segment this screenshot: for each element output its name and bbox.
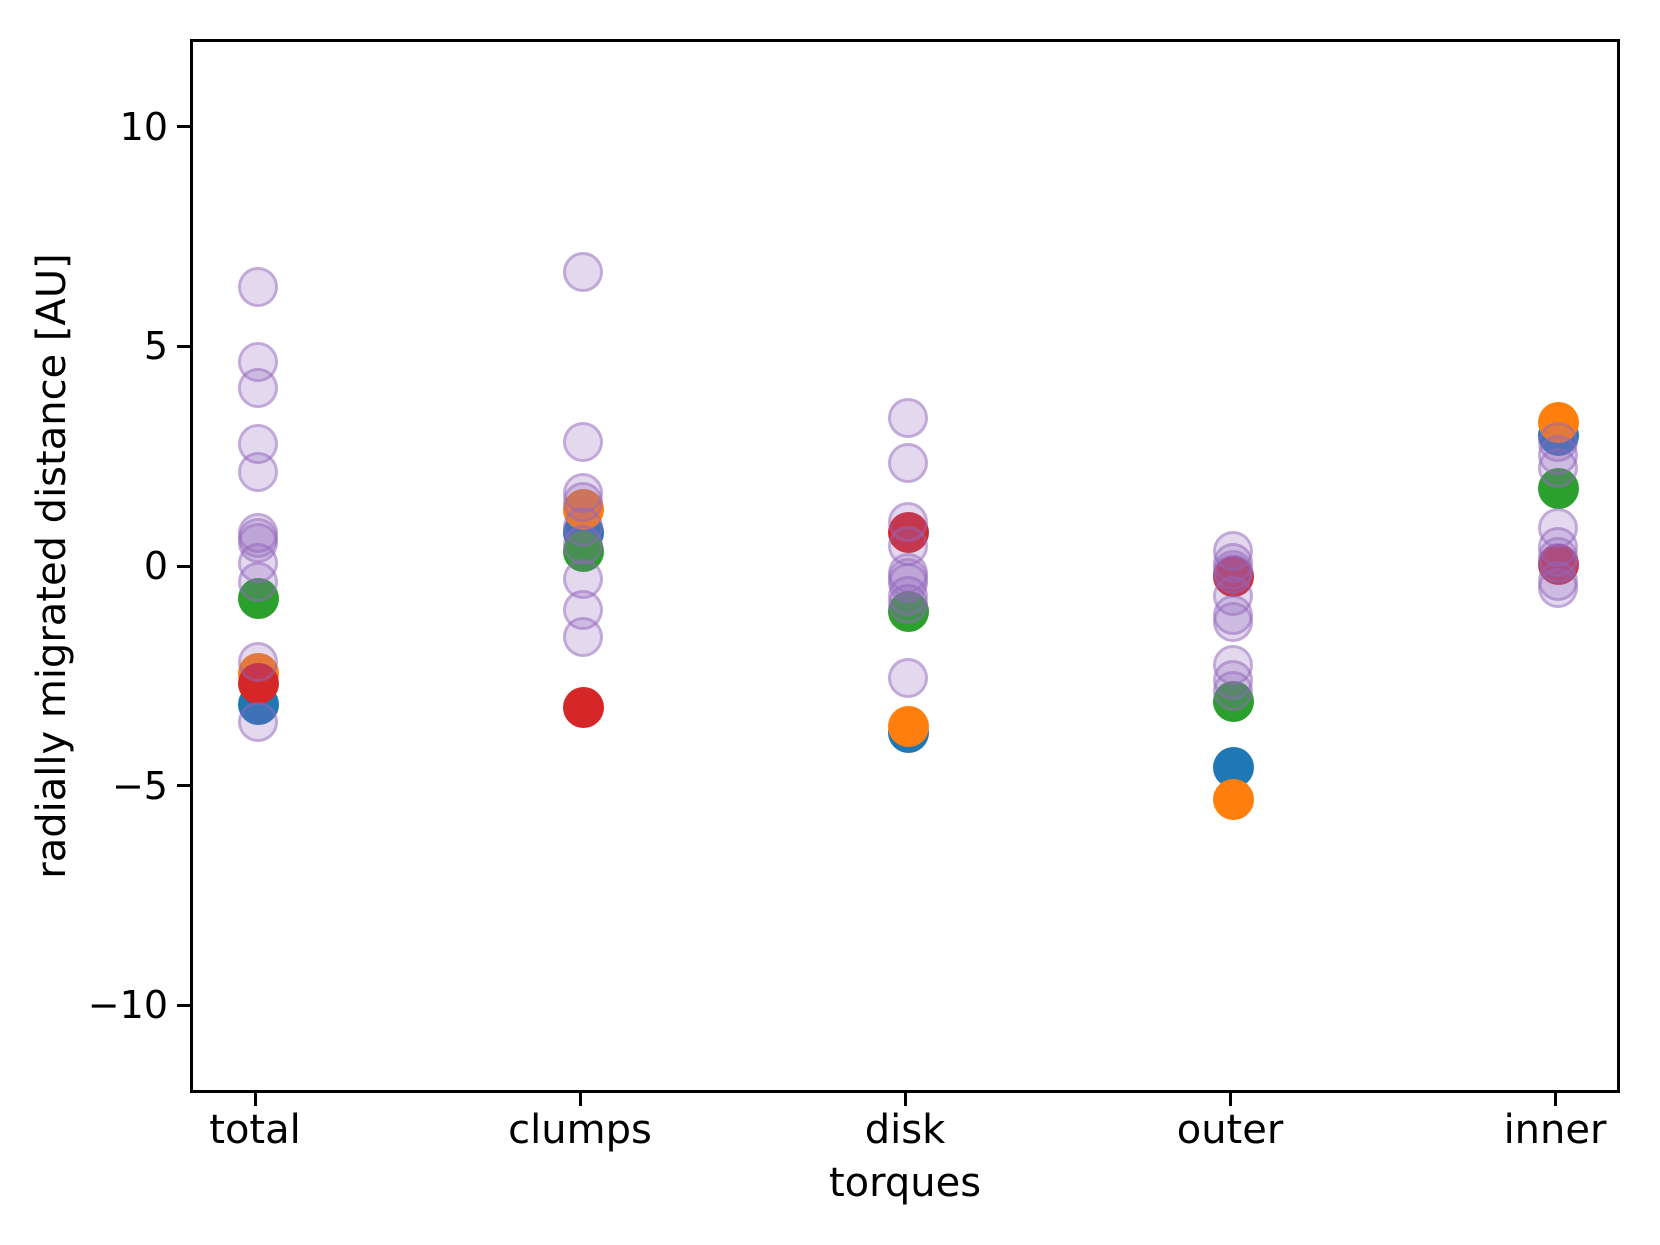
y-tick-mark — [177, 344, 190, 348]
x-tick-label-outer: outer — [1176, 1107, 1284, 1153]
data-point-other-sims — [888, 398, 928, 439]
data-point-other-sims — [1538, 567, 1578, 608]
data-point-other-sims — [238, 266, 278, 307]
y-tick-label: −5 — [111, 763, 168, 808]
x-tick-mark — [1553, 1093, 1557, 1106]
y-tick-label: 0 — [143, 544, 168, 588]
data-point-other-sims — [238, 562, 278, 603]
data-point-other-sims — [888, 443, 928, 484]
data-point-other-sims — [238, 367, 278, 408]
data-point-other-sims — [563, 617, 603, 658]
x-tick-label-clumps: clumps — [508, 1107, 652, 1153]
data-point-other-sims — [238, 702, 278, 743]
data-point-other-sims — [888, 584, 928, 625]
y-tick-label: 10 — [119, 104, 168, 149]
data-point-other-sims — [563, 421, 603, 462]
y-tick-label: 5 — [143, 324, 168, 369]
data-point-other-sims — [1538, 447, 1578, 488]
data-point-highlighted-sim-orange — [887, 705, 929, 747]
x-tick-mark — [903, 1093, 907, 1106]
x-tick-mark — [578, 1093, 582, 1106]
y-tick-mark — [177, 784, 190, 788]
y-axis-label: radially migrated distance [AU] — [29, 253, 75, 879]
y-tick-mark — [177, 1003, 190, 1007]
data-point-other-sims — [1213, 601, 1253, 642]
data-point-other-sims — [238, 452, 278, 493]
data-point-other-sims — [888, 657, 928, 698]
data-point-other-sims — [563, 251, 603, 292]
x-tick-label-disk: disk — [864, 1107, 946, 1153]
data-point-other-sims — [1213, 671, 1253, 712]
plot-area: 10 5 0 −5 −10 — [88, 39, 1620, 1106]
y-tick-label: −10 — [87, 983, 168, 1028]
x-tick-mark — [253, 1093, 257, 1106]
x-axis-label: torques — [828, 1160, 982, 1206]
x-tick-label-inner: inner — [1503, 1107, 1607, 1153]
data-point-highlighted-sim-red — [562, 686, 604, 728]
y-tick-mark — [177, 125, 190, 129]
y-tick-mark — [177, 564, 190, 568]
data-point-highlighted-sim-orange — [1212, 778, 1254, 820]
x-tick-mark — [1228, 1093, 1232, 1106]
data-point-other-sims — [563, 559, 603, 600]
data-point-other-sims — [238, 642, 278, 683]
x-tick-label-total: total — [209, 1107, 301, 1153]
